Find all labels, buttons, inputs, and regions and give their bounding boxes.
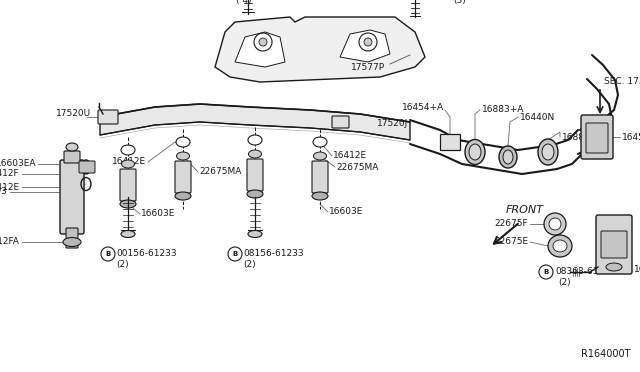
Text: 08156-61233: 08156-61233	[243, 250, 303, 259]
Text: B: B	[232, 251, 237, 257]
Ellipse shape	[248, 231, 262, 237]
Ellipse shape	[469, 144, 481, 160]
Text: 16454+A: 16454+A	[402, 103, 444, 112]
Text: 16412E: 16412E	[0, 183, 20, 192]
Text: 16603: 16603	[0, 187, 8, 196]
Ellipse shape	[120, 200, 136, 208]
FancyBboxPatch shape	[120, 169, 136, 201]
Ellipse shape	[248, 150, 262, 158]
FancyBboxPatch shape	[440, 134, 460, 150]
Text: ( 4): ( 4)	[236, 0, 252, 4]
Text: B: B	[543, 269, 548, 275]
Text: 00156-61233: 00156-61233	[116, 250, 177, 259]
Ellipse shape	[548, 235, 572, 257]
Text: FRONT: FRONT	[506, 205, 544, 215]
Circle shape	[364, 38, 372, 46]
Ellipse shape	[248, 135, 262, 145]
Text: 16603E: 16603E	[141, 209, 175, 218]
Text: (2): (2)	[116, 260, 129, 269]
FancyBboxPatch shape	[332, 116, 349, 128]
FancyBboxPatch shape	[312, 161, 328, 193]
FancyBboxPatch shape	[581, 115, 613, 159]
FancyBboxPatch shape	[60, 160, 84, 234]
Text: (2): (2)	[244, 260, 256, 269]
Text: 16603EA: 16603EA	[0, 160, 36, 169]
Text: 16883+A: 16883+A	[482, 106, 524, 115]
Text: 22675MA: 22675MA	[336, 163, 378, 171]
Text: 22675E: 22675E	[494, 237, 528, 247]
Text: 17520J: 17520J	[377, 119, 408, 128]
Ellipse shape	[313, 137, 327, 147]
Text: 16440H: 16440H	[634, 266, 640, 275]
FancyBboxPatch shape	[601, 231, 627, 258]
Ellipse shape	[503, 150, 513, 164]
Ellipse shape	[499, 146, 517, 168]
Text: 16603E: 16603E	[329, 208, 364, 217]
Ellipse shape	[312, 192, 328, 200]
Text: 16412F: 16412F	[0, 170, 20, 179]
Ellipse shape	[247, 190, 263, 198]
Ellipse shape	[538, 139, 558, 165]
FancyBboxPatch shape	[79, 161, 95, 173]
Ellipse shape	[63, 237, 81, 247]
Text: 16412E: 16412E	[333, 151, 367, 160]
Text: 16454: 16454	[622, 132, 640, 141]
Text: SEC. 173: SEC. 173	[604, 77, 640, 87]
Polygon shape	[340, 30, 390, 62]
Ellipse shape	[176, 137, 190, 147]
Ellipse shape	[121, 145, 135, 155]
Ellipse shape	[606, 263, 622, 271]
Ellipse shape	[544, 213, 566, 235]
Text: 08363-6305D: 08363-6305D	[555, 267, 617, 276]
Ellipse shape	[314, 152, 326, 160]
Text: 17520U: 17520U	[56, 109, 91, 119]
Ellipse shape	[549, 218, 561, 230]
Ellipse shape	[121, 231, 135, 237]
FancyBboxPatch shape	[64, 151, 80, 163]
Ellipse shape	[542, 144, 554, 160]
FancyBboxPatch shape	[247, 159, 263, 191]
Text: (2): (2)	[558, 278, 571, 286]
Ellipse shape	[122, 160, 134, 168]
FancyBboxPatch shape	[596, 215, 632, 274]
Text: 16412E: 16412E	[112, 157, 146, 167]
Text: 22675MA: 22675MA	[199, 167, 241, 176]
Circle shape	[259, 38, 267, 46]
Text: 16883: 16883	[562, 132, 591, 141]
Text: R164000T: R164000T	[580, 349, 630, 359]
Text: (3): (3)	[453, 0, 466, 6]
Ellipse shape	[66, 143, 78, 151]
Ellipse shape	[175, 192, 191, 200]
Text: B: B	[106, 251, 111, 257]
FancyBboxPatch shape	[98, 110, 118, 124]
FancyBboxPatch shape	[586, 123, 608, 153]
Polygon shape	[215, 17, 425, 82]
Polygon shape	[100, 104, 410, 140]
Text: 22675F: 22675F	[494, 219, 528, 228]
Ellipse shape	[177, 152, 189, 160]
Ellipse shape	[465, 140, 485, 164]
Polygon shape	[235, 32, 285, 67]
Text: 16440N: 16440N	[520, 112, 556, 122]
FancyBboxPatch shape	[175, 161, 191, 193]
Text: 16412FA: 16412FA	[0, 237, 20, 247]
FancyBboxPatch shape	[66, 228, 78, 248]
Text: 17577P: 17577P	[351, 64, 385, 73]
Ellipse shape	[553, 240, 567, 252]
